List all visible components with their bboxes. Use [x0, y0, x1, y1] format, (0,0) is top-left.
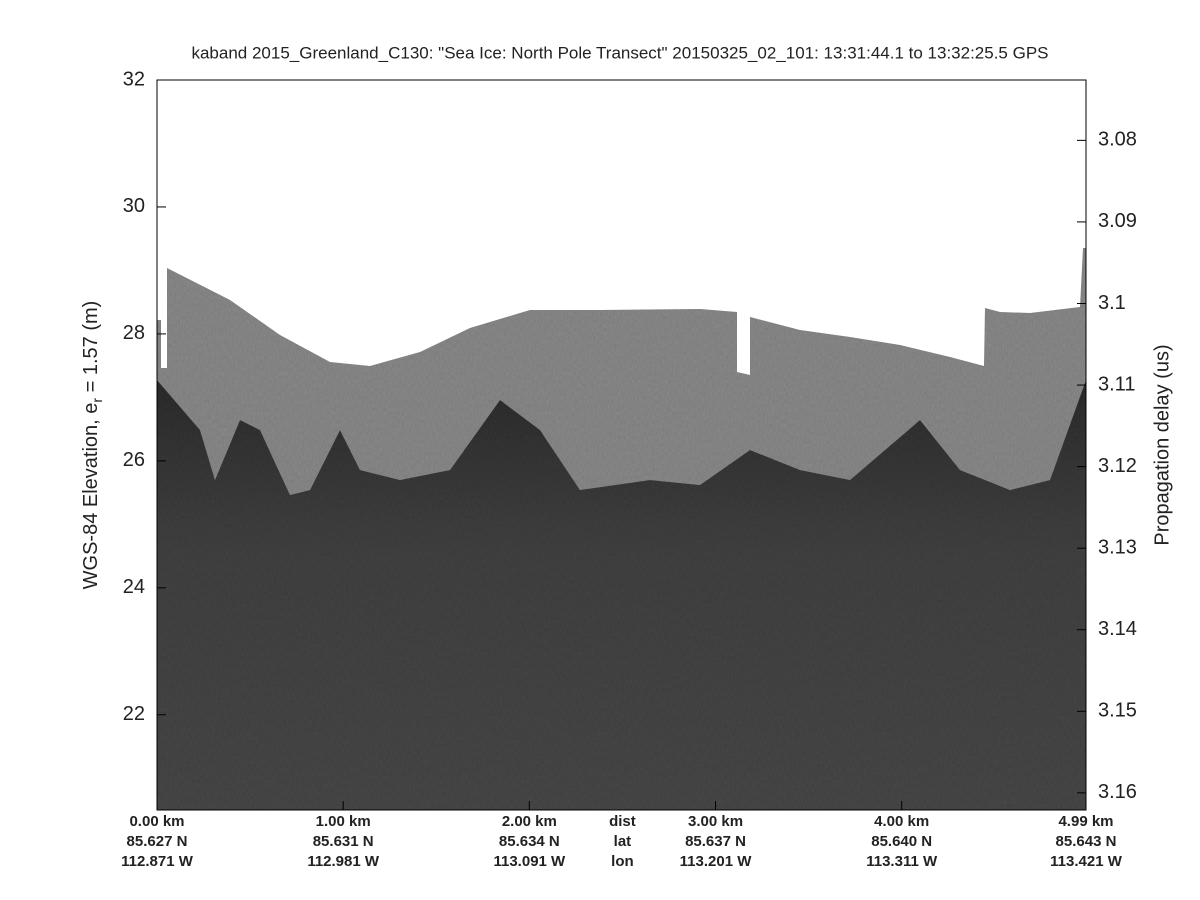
plot-frame: [156, 79, 1087, 811]
x-tick-lat: 85.637 N: [685, 833, 746, 850]
x-tick-lat: 85.627 N: [127, 833, 188, 850]
y2-tick-label: 3.09: [1098, 210, 1137, 232]
y2-tick-label: 3.11: [1098, 373, 1135, 395]
y-tick-label: 30: [123, 195, 145, 217]
x-tick-label: 1.00 km: [316, 813, 371, 830]
x-tick-lon: 113.311 W: [866, 853, 938, 870]
x-tick-lat: 85.643 N: [1056, 833, 1117, 850]
x-tick-lon: 113.091 W: [493, 853, 566, 870]
y-tick-label: 28: [123, 322, 145, 344]
x-tick-lon: 113.201 W: [680, 853, 753, 870]
y-tick-label: 24: [123, 576, 145, 598]
y2-tick-label: 3.12: [1098, 455, 1137, 477]
y2-tick-label: 3.08: [1098, 129, 1137, 151]
x-tick-lat: 85.631 N: [313, 833, 374, 850]
x-tick-label: 0.00 km: [129, 813, 184, 830]
y2-tick-label: 3.13: [1098, 536, 1137, 558]
y-label-rest: = 1.57 (m): [80, 301, 102, 398]
y2-tick-label: 3.16: [1098, 781, 1137, 803]
y-label-main: WGS-84 Elevation, e: [80, 403, 102, 590]
x-tick-lon: 113.421 W: [1050, 853, 1123, 870]
y2-axis-label: Propagation delay (us): [1151, 344, 1173, 545]
x-tick-lon: 112.871 W: [121, 853, 194, 870]
x-tick-label: 4.99 km: [1058, 813, 1113, 830]
deep-layer: [157, 380, 1086, 810]
y-tick-label: 32: [123, 68, 145, 90]
x-tick-label: 3.00 km: [688, 813, 743, 830]
y-tick-label: 26: [123, 449, 145, 471]
x-tick-lat: 85.640 N: [871, 833, 932, 850]
y-label-sub: r: [89, 398, 105, 403]
x-row-name: dist: [609, 813, 636, 830]
x-tick-lon: 112.981 W: [307, 853, 380, 870]
y-axis-label: WGS-84 Elevation, er = 1.57 (m): [80, 301, 104, 590]
chart-title: kaband 2015_Greenland_C130: "Sea Ice: No…: [191, 43, 1048, 62]
y2-tick-label: 3.14: [1098, 618, 1137, 640]
echogram-image: [157, 248, 1086, 810]
x-row-name: lat: [614, 833, 632, 850]
y-tick-label: 22: [123, 703, 145, 725]
x-tick-label: 2.00 km: [502, 813, 557, 830]
y2-tick-label: 3.15: [1098, 700, 1137, 722]
x-row-name: lon: [611, 853, 634, 870]
x-tick-label: 4.00 km: [874, 813, 929, 830]
x-tick-lat: 85.634 N: [499, 833, 560, 850]
y2-tick-label: 3.1: [1098, 292, 1126, 314]
